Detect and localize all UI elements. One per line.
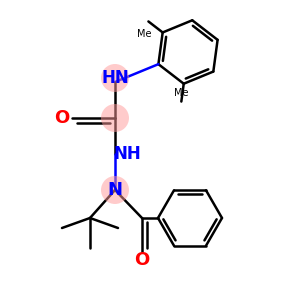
Circle shape — [101, 104, 129, 132]
Text: NH: NH — [113, 145, 141, 163]
Text: N: N — [107, 181, 122, 199]
Text: HN: HN — [101, 69, 129, 87]
Text: Me: Me — [137, 29, 152, 40]
Circle shape — [101, 176, 129, 204]
Circle shape — [101, 64, 129, 92]
Text: O: O — [54, 109, 70, 127]
Text: Me: Me — [174, 88, 189, 98]
Text: O: O — [134, 251, 150, 269]
